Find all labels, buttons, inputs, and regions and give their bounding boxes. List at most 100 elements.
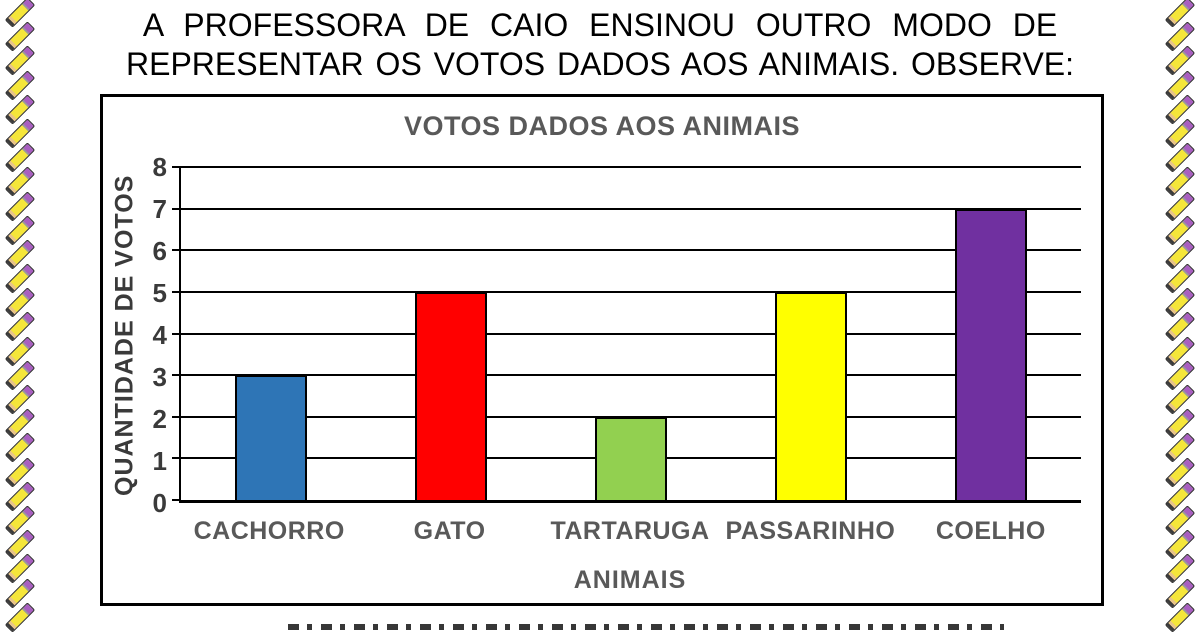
pencil-icon: [1164, 21, 1196, 52]
pencil-icon: [1164, 287, 1196, 318]
chart-container: VOTOS DADOS AOS ANIMAIS QUANTIDADE DE VO…: [100, 94, 1104, 606]
pencil-icon: [4, 529, 36, 560]
y-tick-label-0: 0: [152, 488, 167, 518]
pencil-icon: [4, 214, 36, 246]
pencil-icon: [4, 45, 36, 77]
pencil-icon: [4, 311, 36, 343]
pencil-icon: [4, 601, 36, 632]
pencil-icon: [4, 118, 36, 149]
gridline-7: [181, 207, 1081, 210]
bar-passarinho: [775, 291, 847, 500]
pencil-icon: [1164, 384, 1196, 415]
pencil-icon: [4, 384, 36, 415]
y-tick-label-8: 8: [152, 152, 167, 182]
gridline-6: [181, 249, 1081, 252]
pencil-icon: [4, 335, 36, 367]
pencil-icon: [1164, 166, 1196, 198]
pencil-icon: [1164, 505, 1196, 536]
y-tick-mark-1: [172, 457, 181, 460]
pencil-icon: [1164, 239, 1196, 270]
y-tick-label-3: 3: [152, 362, 167, 392]
instruction-text: A PROFESSORA DE CAIO ENSINOU OUTRO MODO …: [58, 6, 1142, 84]
pencil-icon: [4, 432, 36, 464]
y-tick-label-1: 1: [152, 446, 167, 476]
pencil-icon: [1164, 94, 1196, 125]
y-tick-mark-8: [172, 166, 181, 168]
bar-slot-gato: [361, 167, 541, 500]
pencil-icon: [4, 481, 36, 512]
pencil-icon: [4, 94, 36, 125]
bar-tartaruga: [595, 416, 667, 500]
pencil-icon: [4, 287, 36, 318]
pencil-icon: [4, 69, 36, 101]
x-category-label-passarinho: PASSARINHO: [725, 516, 896, 545]
y-tick-mark-5: [172, 290, 181, 293]
y-tick-label-2: 2: [152, 404, 167, 434]
pencil-icon: [1164, 577, 1196, 609]
pencil-border-left: [1, 0, 39, 632]
x-axis-labels: CACHORRO GATO TARTARUGA PASSARINHO COELHO: [179, 511, 1081, 551]
pencil-icon: [1164, 335, 1196, 367]
x-category-label-gato: GATO: [413, 516, 486, 545]
pencil-icon: [1164, 360, 1196, 391]
pencil-icon: [4, 408, 36, 439]
pencil-icon: [4, 577, 36, 609]
gridline-5: [181, 290, 1081, 293]
pencil-icon: [4, 166, 36, 198]
x-category-label-coelho: COELHO: [935, 516, 1046, 545]
bar-slot-passarinho: [721, 167, 901, 500]
pencil-icon: [4, 190, 36, 222]
pencil-icon: [1164, 118, 1196, 149]
y-tick-label-4: 4: [152, 320, 167, 350]
pencil-icon: [1164, 311, 1196, 343]
bar-coelho: [955, 208, 1027, 500]
pencil-icon: [1164, 529, 1196, 560]
bar-gato: [415, 291, 487, 500]
pencil-icon: [4, 553, 36, 585]
instruction-line-2: REPRESENTAR OS VOTOS DADOS AOS ANIMAIS. …: [125, 46, 1075, 82]
y-axis-ticks: 0 1 2 3 4 5 6 7 8: [123, 153, 167, 517]
pencil-icon: [1164, 601, 1196, 632]
gridline-3: [181, 374, 1081, 377]
pencil-icon: [1164, 553, 1196, 585]
pencil-icon: [4, 142, 36, 173]
y-tick-label-7: 7: [152, 194, 167, 224]
x-category-label-tartaruga: TARTARUGA: [550, 516, 710, 545]
instruction-line-1: A PROFESSORA DE CAIO ENSINOU OUTRO MODO …: [142, 7, 1058, 43]
chart-title: VOTOS DADOS AOS ANIMAIS: [403, 111, 801, 141]
pencil-icon: [1164, 45, 1196, 77]
cropped-text-fragment: [288, 624, 1004, 630]
pencil-icon: [4, 0, 36, 28]
pencil-icon: [4, 21, 36, 52]
y-tick-mark-2: [172, 415, 181, 418]
pencil-icon: [1164, 263, 1196, 294]
pencil-icon: [1164, 456, 1196, 488]
pencil-border-right: [1161, 0, 1199, 632]
pencil-icon: [1164, 0, 1196, 28]
bar-slot-coelho: [901, 167, 1081, 500]
y-tick-mark-6: [172, 249, 181, 252]
gridline-4: [181, 332, 1081, 335]
plot-area: [172, 166, 1081, 503]
pencil-icon: [4, 360, 36, 391]
y-tick-mark-3: [172, 374, 181, 377]
gridline-8: [181, 166, 1081, 168]
pencil-icon: [4, 263, 36, 294]
x-category-label-cachorro: CACHORRO: [193, 516, 345, 545]
pencil-icon: [1164, 214, 1196, 246]
x-axis-title: ANIMAIS: [573, 566, 687, 594]
pencil-icon: [1164, 432, 1196, 464]
bar-cachorro: [235, 375, 307, 500]
pencil-icon: [1164, 408, 1196, 439]
bar-slot-cachorro: [181, 167, 361, 500]
pencil-icon: [4, 505, 36, 536]
pencil-icon: [4, 456, 36, 488]
y-tick-mark-4: [172, 332, 181, 335]
pencil-icon: [4, 239, 36, 270]
y-tick-mark-0: [172, 499, 181, 501]
pencil-icon: [1164, 190, 1196, 222]
y-tick-label-6: 6: [152, 236, 167, 266]
pencil-icon: [1164, 69, 1196, 101]
pencil-icon: [1164, 142, 1196, 173]
bar-slot-tartaruga: [541, 167, 721, 500]
